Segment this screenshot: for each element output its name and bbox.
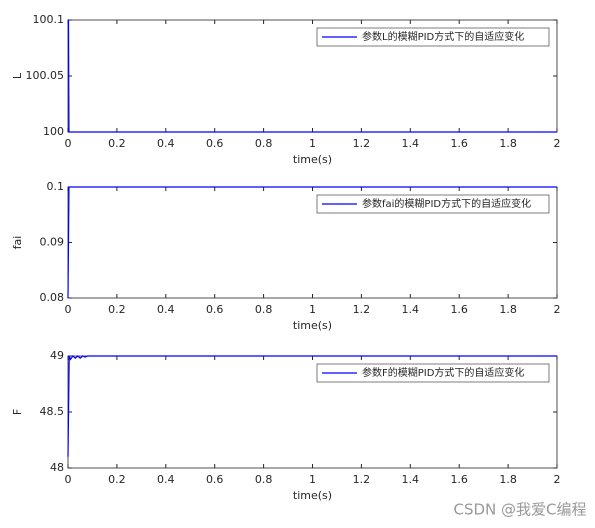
x-tick-label: 0.6 [206, 473, 224, 486]
x-tick-label: 1.2 [353, 137, 371, 150]
x-tick-label: 1.8 [499, 137, 517, 150]
legend-box [316, 194, 550, 214]
x-tick-label: 0.2 [108, 303, 126, 316]
x-tick-label: 0.4 [157, 137, 175, 150]
x-tick-label: 1.4 [402, 303, 420, 316]
y-tick-label: 0.09 [40, 236, 65, 249]
x-tick-label: 0.6 [206, 137, 224, 150]
x-tick-label: 0.8 [255, 303, 273, 316]
legend-label: 参数F的模糊PID方式下的自适应变化 [362, 366, 524, 379]
legend-label: 参数L的模糊PID方式下的自适应变化 [362, 30, 524, 43]
x-axis-label: time(s) [293, 153, 332, 166]
y-tick-label: 48 [50, 461, 64, 474]
x-tick-label: 0.2 [108, 137, 126, 150]
y-tick-label: 100.1 [33, 13, 65, 26]
x-tick-label: 0.4 [157, 473, 175, 486]
x-tick-label: 2 [554, 303, 561, 316]
watermark: CSDN @我爱C编程 [453, 501, 586, 519]
x-axis-label: time(s) [293, 489, 332, 502]
data-line [67, 186, 557, 299]
x-tick-label: 1 [309, 473, 316, 486]
x-tick-label: 1.8 [499, 303, 517, 316]
x-tick-label: 1.6 [450, 473, 468, 486]
x-tick-label: 1.8 [499, 473, 517, 486]
y-tick-label: 100 [43, 125, 64, 138]
x-tick-label: 0.8 [255, 137, 273, 150]
legend-box [316, 27, 550, 47]
x-tick-label: 0 [65, 137, 72, 150]
x-tick-label: 1.4 [402, 473, 420, 486]
y-tick-label: 48.5 [40, 405, 65, 418]
x-tick-label: 1 [309, 137, 316, 150]
x-tick-label: 1.6 [450, 303, 468, 316]
y-tick-label: 100.05 [26, 69, 65, 82]
data-line [67, 19, 557, 133]
legend-label: 参数fai的模糊PID方式下的自适应变化 [362, 197, 531, 210]
legend-box [316, 363, 550, 383]
x-tick-label: 2 [554, 473, 561, 486]
x-tick-label: 1 [309, 303, 316, 316]
y-tick-label: 0.1 [47, 180, 65, 193]
x-axis-label: time(s) [293, 319, 332, 332]
x-tick-label: 0.2 [108, 473, 126, 486]
x-tick-label: 0.8 [255, 473, 273, 486]
x-tick-label: 0 [65, 473, 72, 486]
x-tick-label: 0.4 [157, 303, 175, 316]
x-tick-label: 1.2 [353, 473, 371, 486]
y-axis-label: L [11, 72, 24, 79]
y-tick-label: 0.08 [40, 291, 65, 304]
y-tick-label: 49 [50, 349, 64, 362]
x-tick-label: 1.2 [353, 303, 371, 316]
x-tick-label: 1.6 [450, 137, 468, 150]
y-axis-label: F [11, 409, 24, 415]
x-tick-label: 0.6 [206, 303, 224, 316]
x-tick-label: 2 [554, 137, 561, 150]
x-tick-label: 0 [65, 303, 72, 316]
y-axis-label: fai [11, 236, 24, 250]
x-tick-label: 1.4 [402, 137, 420, 150]
data-line [67, 355, 557, 457]
